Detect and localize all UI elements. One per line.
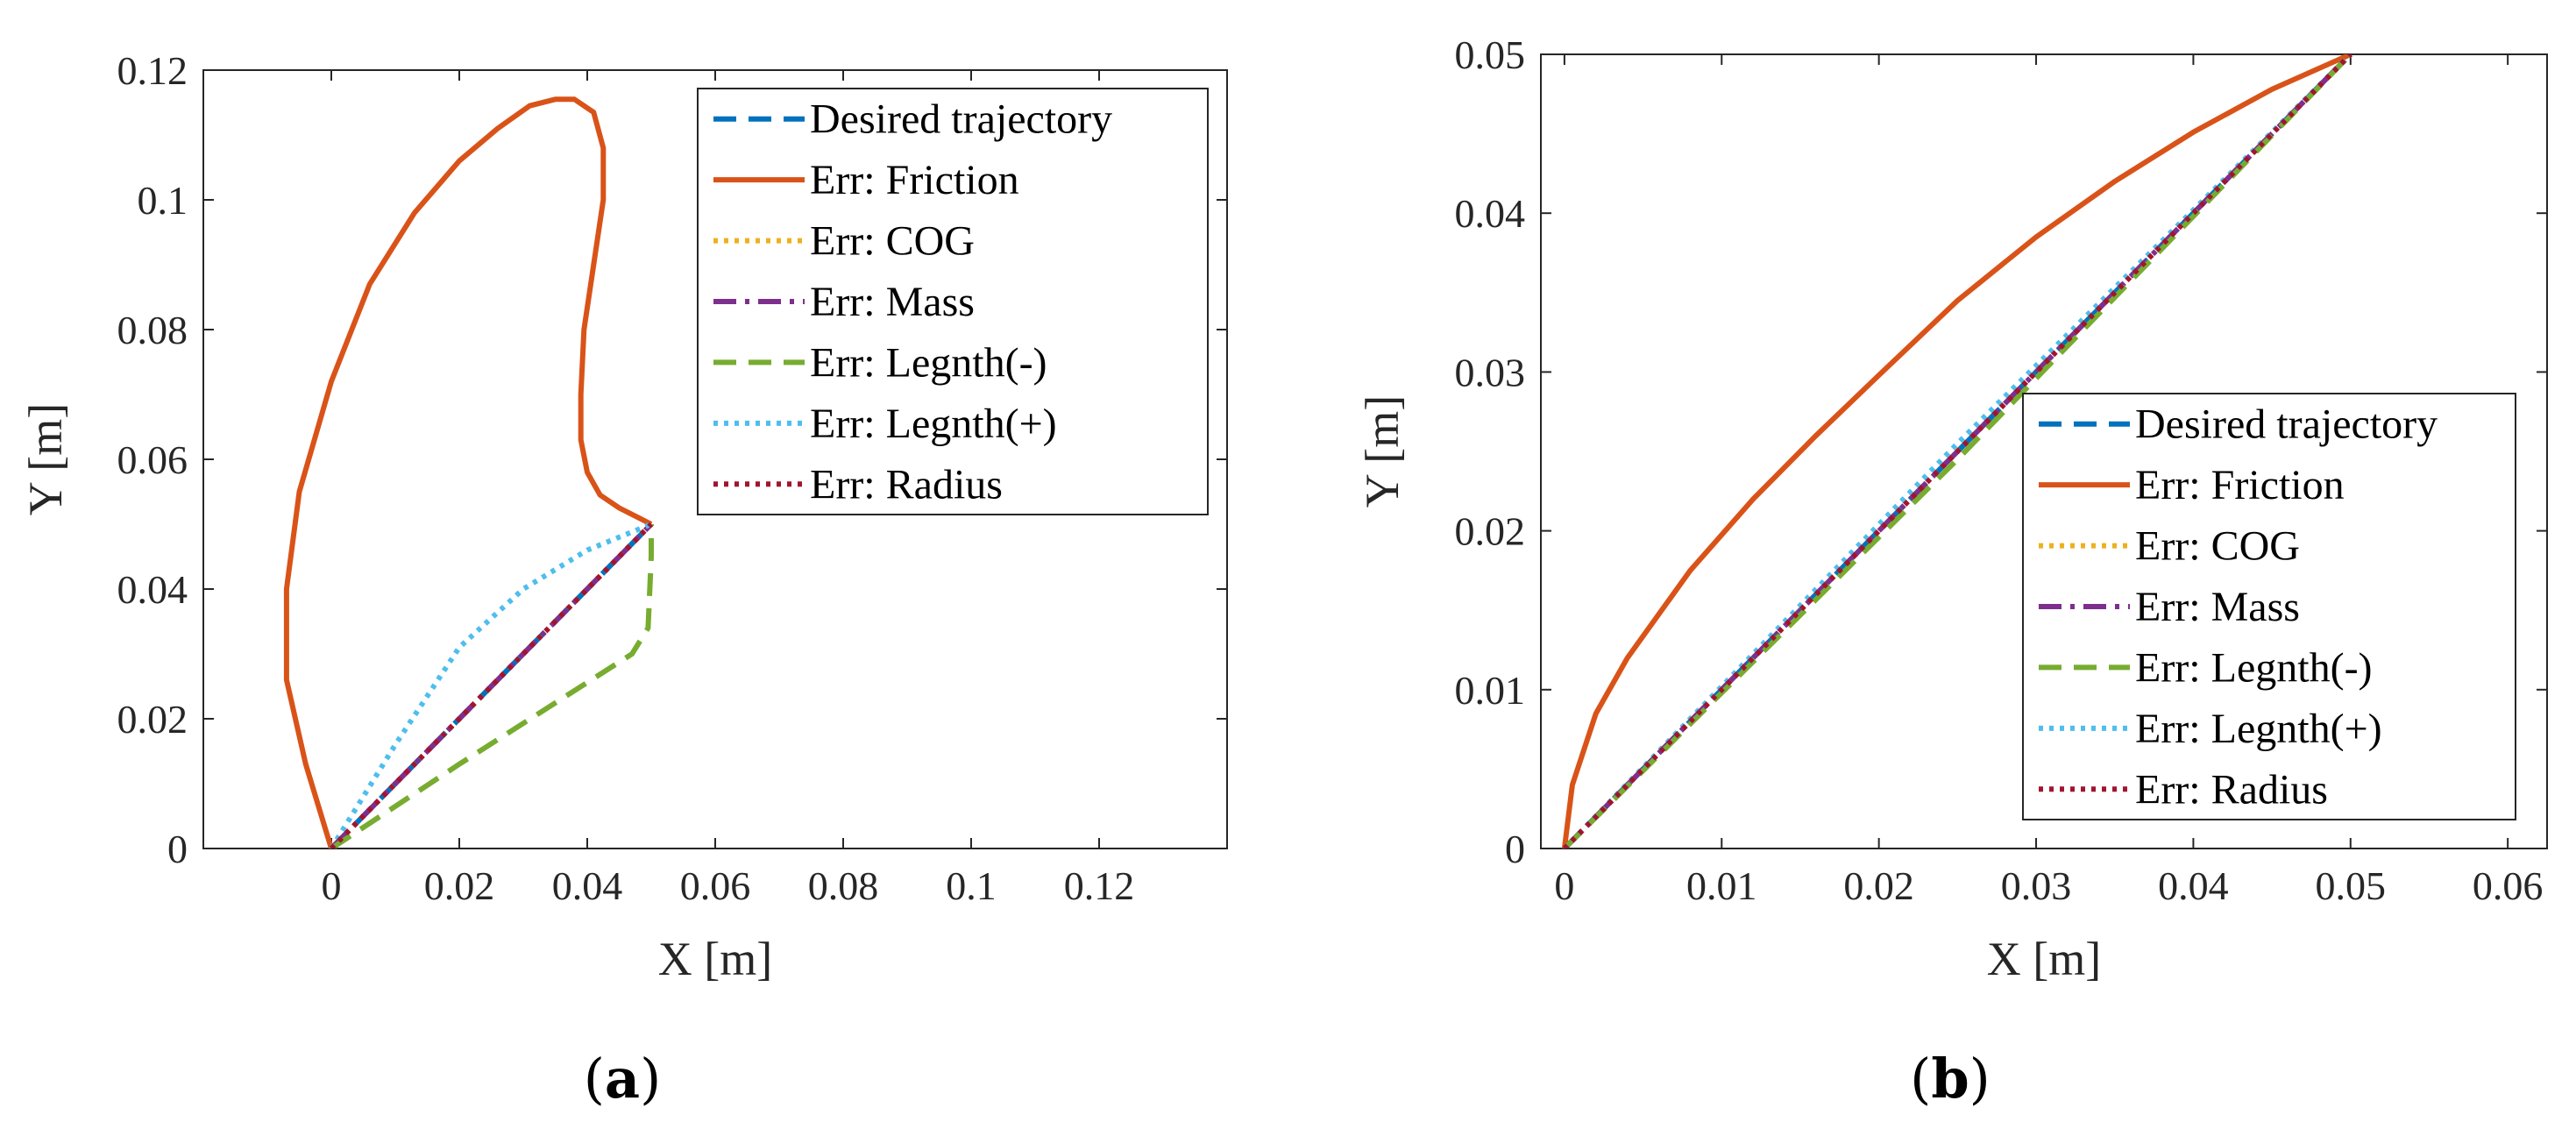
legend-label: Err: Mass xyxy=(2135,584,2300,630)
caption-a: (a) xyxy=(584,1047,662,1111)
legend-box xyxy=(697,88,1209,515)
series-group xyxy=(1561,54,2352,849)
y-tick-label: 0.04 xyxy=(1455,191,1526,236)
y-tick-label: 0 xyxy=(167,827,188,871)
legend-label: Err: Radius xyxy=(2135,766,2328,813)
y-tick-label: 0.05 xyxy=(1455,32,1526,77)
x-tick-label: 0.01 xyxy=(1686,863,1757,908)
series-line-err-radius xyxy=(1562,54,2352,849)
x-tick-label: 0.1 xyxy=(946,863,997,908)
x-tick-label: 0.05 xyxy=(2316,863,2387,908)
x-tick-label: 0 xyxy=(1554,863,1574,908)
legend: Desired trajectory Err: Friction Err: COG E… xyxy=(697,88,1209,515)
y-tick-label: 0.02 xyxy=(117,697,188,742)
chart-panel-a: 0 0.02 0.04 0.06 0.08 0.1 0.12 0 0.02 0.04 0.06 0.0… xyxy=(19,48,1228,985)
x-tick-label: 0.06 xyxy=(680,863,751,908)
legend-label: Err: Friction xyxy=(810,157,1019,203)
series-line-err-legnth xyxy=(329,522,653,849)
y-tick-label: 0.03 xyxy=(1455,350,1526,394)
x-tick-label: 0.04 xyxy=(552,863,623,908)
legend-label: Err: Legnth(+) xyxy=(2135,706,2382,752)
y-tick-label: 0.01 xyxy=(1455,668,1526,713)
series-line-err-friction xyxy=(283,96,653,849)
x-tick-label: 0.04 xyxy=(2158,863,2229,908)
y-tick-label: 0 xyxy=(1505,827,1525,871)
legend-label: Err: Radius xyxy=(810,461,1003,508)
chart-panel-b: 0 0.01 0.02 0.03 0.04 0.05 0.06 0 0.01 0.02 0.03 0.… xyxy=(1356,32,2548,985)
y-axis-label: Y [m] xyxy=(1356,395,1409,508)
legend-label: Err: Legnth(-) xyxy=(2135,644,2373,691)
series-line-err-friction xyxy=(1561,54,2352,849)
x-tick-label: 0.02 xyxy=(424,863,495,908)
x-tick-label: 0 xyxy=(322,863,342,908)
series-group xyxy=(283,96,654,849)
caption-b: (b) xyxy=(1910,1047,1991,1111)
y-tick-label: 0.06 xyxy=(117,437,188,482)
y-tick-label: 0.04 xyxy=(117,567,188,612)
legend-label: Err: COG xyxy=(2135,523,2300,570)
y-tick-label: 0.08 xyxy=(117,308,188,352)
x-tick-label: 0.08 xyxy=(808,863,879,908)
x-axis-label: X [m] xyxy=(658,933,772,985)
x-tick-label: 0.06 xyxy=(2473,863,2544,908)
y-tick-label: 0.02 xyxy=(1455,509,1526,554)
series-line-err-legnth xyxy=(330,524,654,849)
x-tick-label: 0.03 xyxy=(2001,863,2072,908)
series-line-err-radius xyxy=(329,522,654,849)
legend-label: Err: Friction xyxy=(2135,462,2345,508)
legend-label: Err: COG xyxy=(810,218,975,265)
legend-label: Desired trajectory xyxy=(2135,401,2438,448)
legend-label: Err: Mass xyxy=(810,279,975,325)
y-tick-label: 0.12 xyxy=(117,48,188,93)
x-tick-label: 0.12 xyxy=(1064,863,1135,908)
legend-label: Desired trajectory xyxy=(810,96,1112,143)
legend-label: Err: Legnth(+) xyxy=(810,401,1057,447)
y-tick-label: 0.1 xyxy=(138,178,188,223)
x-tick-label: 0.02 xyxy=(1843,863,1914,908)
legend-label: Err: Legnth(-) xyxy=(810,339,1047,386)
legend: Desired trajectory Err: Friction Err: COG E… xyxy=(2022,393,2516,820)
x-axis-label: X [m] xyxy=(1987,933,2101,985)
y-axis-label: Y [m] xyxy=(19,403,72,515)
